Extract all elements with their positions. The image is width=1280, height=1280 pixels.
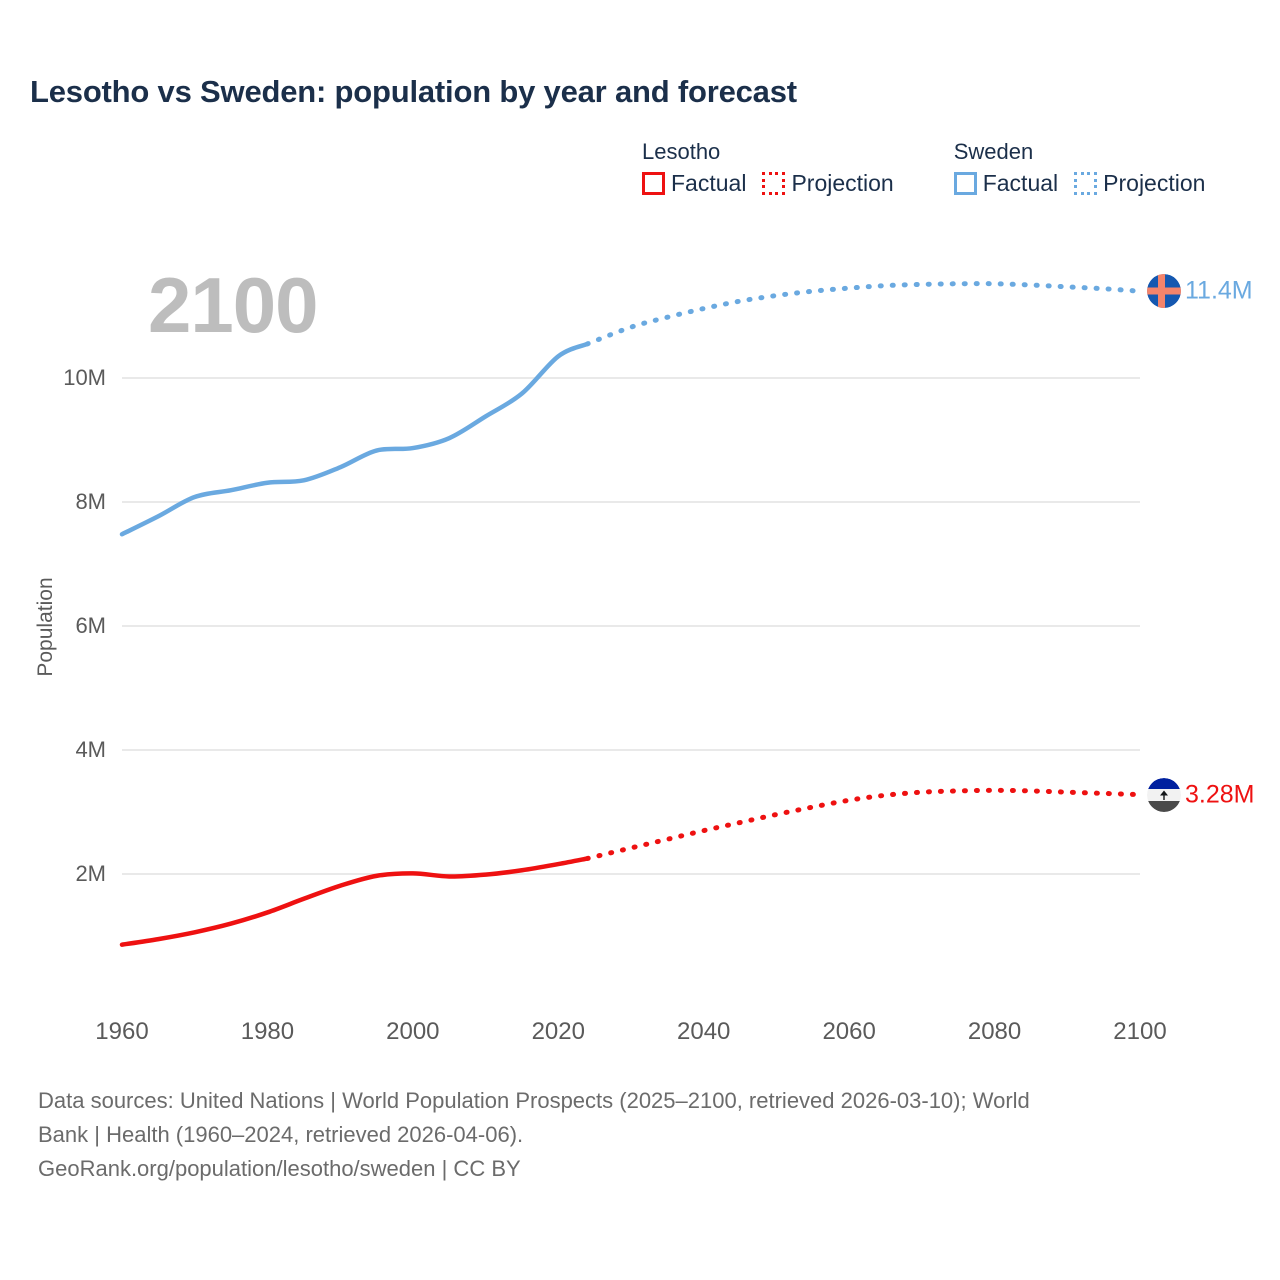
endpoint-value-label-lesotho: 3.28M [1185,780,1255,809]
legend-label-sweden-factual: Factual [982,170,1059,197]
chart-svg [119,281,1143,947]
series-line-factual-lesotho [119,856,590,947]
page-title: Lesotho vs Sweden: population by year an… [30,74,797,109]
x-axis-tick-label: 2060 [822,1018,876,1045]
legend-swatch-dotted-icon [762,172,786,196]
y-axis-tick-label: 6M [75,613,106,638]
legend-item-sweden-projection[interactable]: Projection [1074,170,1206,197]
legend-group-title-sweden: Sweden [953,139,1034,164]
y-axis-tick-label: 4M [75,737,106,762]
legend-label-sweden-projection: Projection [1103,170,1206,197]
footer-line-sources-cont: Bank | Health (1960–2024, retrieved 2026… [38,1121,524,1147]
chart-plot-area: 2M 4M 6M 8M 10M 1960 1980 2000 2020 2040 2060 2080 2… [34,274,1255,1045]
x-axis-tick-label: 1980 [240,1018,295,1045]
legend-item-lesotho-projection[interactable]: Projection [762,170,894,197]
x-axis-tick-label: 2020 [531,1018,585,1045]
legend-swatch-dotted-icon [1074,172,1098,196]
watermark-year: 2100 [148,261,319,349]
x-axis-tick-label: 2000 [386,1018,440,1045]
legend-group-lesotho: Lesotho Factual Projection [642,139,894,197]
y-axis-tick-label: 8M [75,489,106,514]
y-axis-tick-label: 10M [63,365,106,390]
x-axis-tick-label: 2100 [1113,1018,1167,1045]
series-line-projection-sweden [584,281,1143,347]
x-axis-tick-label: 2040 [677,1018,731,1045]
endpoint-value-label-sweden: 11.4M [1185,276,1253,305]
legend-label-lesotho-factual: Factual [671,170,747,197]
legend-group-sweden: Sweden Factual Projection [953,139,1206,197]
lesotho-flag-icon [1147,777,1181,812]
x-axis-tick-label: 1960 [95,1018,149,1045]
footer-line-attribution: GeoRank.org/population/lesotho/sweden | … [38,1155,521,1181]
legend-label-lesotho-projection: Projection [791,170,894,197]
iceland-flag-icon [1147,274,1181,309]
legend-item-lesotho-factual[interactable]: Factual [642,170,747,197]
footer-credits: Data sources: United Nations | World Pop… [38,1085,1238,1185]
footer-line-sources: Data sources: United Nations | World Pop… [38,1088,1030,1113]
y-axis-tick-label: 2M [75,861,106,886]
series-line-factual-sweden [119,341,590,537]
x-axis-tick-label: 2080 [967,1018,1022,1045]
series-line-projection-lesotho [584,787,1143,861]
y-axis-title: Population [34,577,57,677]
legend-swatch-solid-icon [953,172,977,196]
legend-item-sweden-factual[interactable]: Factual [953,170,1059,197]
chart-legend: Lesotho Factual Projection Sweden Factua… [642,139,1206,197]
legend-group-title-lesotho: Lesotho [642,139,721,164]
legend-swatch-solid-icon [642,172,665,196]
